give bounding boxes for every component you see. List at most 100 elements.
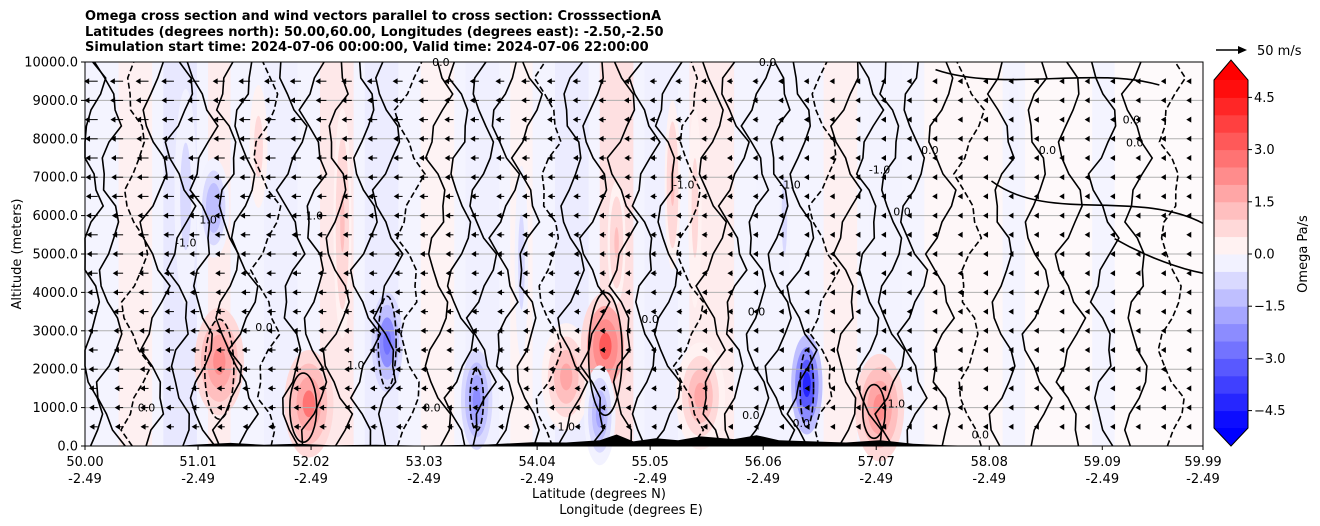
wind-vector (1160, 385, 1166, 392)
wind-vector (1186, 366, 1192, 373)
wind-vector (702, 366, 708, 373)
wind-vector (1186, 289, 1192, 296)
wind-vector (368, 251, 374, 257)
wind-vector (521, 78, 527, 85)
colorbar-segment (1214, 219, 1248, 238)
wind-vector (393, 212, 399, 219)
wind-vector (162, 193, 168, 200)
wind-vector (983, 289, 989, 296)
wind-vector (906, 212, 912, 219)
wind-vector (701, 135, 707, 142)
wind-vector (1084, 97, 1090, 104)
contour-line (322, 61, 354, 447)
wind-vector (624, 135, 630, 142)
wind-vector (1059, 155, 1065, 161)
wind-vector (343, 327, 349, 334)
wind-vector (932, 366, 938, 373)
wind-vector (393, 193, 399, 200)
wind-vector (1186, 116, 1192, 123)
wind-vector (701, 212, 707, 219)
colorbar-tick-label: 3.0 (1254, 143, 1275, 158)
wind-vector (191, 423, 197, 430)
wind-vector (471, 270, 477, 277)
wind-vector (676, 327, 682, 334)
colorbar-tick-label: 0.0 (1254, 248, 1275, 263)
wind-vector (804, 404, 810, 411)
wind-vector (115, 423, 121, 430)
wind-vector (319, 404, 325, 411)
wind-vector (213, 174, 219, 181)
wind-vector (1110, 155, 1116, 161)
wind-vector (190, 366, 196, 373)
wind-vector (394, 251, 400, 257)
colorbar-tick-label: 1.5 (1254, 195, 1275, 210)
wind-vector (216, 347, 222, 353)
wind-vector (906, 193, 912, 200)
wind-vector (778, 116, 784, 123)
wind-vector (573, 270, 579, 277)
wind-vector (983, 231, 989, 238)
wind-vector (727, 423, 733, 430)
wind-vector (906, 251, 912, 257)
wind-vector (445, 251, 451, 257)
contour-line (1054, 61, 1087, 447)
wind-vector (599, 327, 605, 334)
wind-vector (317, 270, 323, 277)
wind-vector (471, 289, 477, 296)
wind-vector (1135, 270, 1141, 277)
wind-vector (317, 251, 323, 257)
y-axis-label: Altitude (meters) (10, 199, 25, 310)
colorbar-segment (1214, 341, 1248, 359)
wind-vector (881, 385, 887, 392)
wind-vector (420, 347, 426, 353)
wind-vector (369, 289, 375, 296)
contour-line (628, 61, 661, 447)
wind-vector (266, 289, 272, 296)
wind-vector (138, 308, 144, 315)
wind-vector (829, 347, 835, 353)
wind-vector (395, 404, 401, 411)
wind-vector (215, 289, 221, 296)
wind-vector (804, 270, 810, 277)
wind-vector (1135, 212, 1141, 219)
wind-vector (676, 308, 682, 315)
wind-vector (574, 347, 580, 353)
wind-vector (163, 270, 169, 277)
wind-vector (293, 366, 299, 373)
wind-vector (1160, 135, 1166, 142)
wind-vector (1110, 347, 1116, 353)
wind-vector (1059, 78, 1065, 85)
wind-vector (1110, 135, 1116, 142)
wind-vector (855, 251, 861, 257)
wind-vector (445, 270, 451, 277)
colorbar-segment (1214, 132, 1248, 151)
wind-vector (983, 155, 989, 161)
x-tick-label-lat: 54.04 (519, 455, 556, 470)
wind-vector (316, 135, 322, 142)
wind-vector (625, 366, 631, 373)
wind-vector (778, 366, 784, 373)
wind-vector (676, 251, 682, 257)
wind-vector (496, 251, 502, 257)
wind-vector (187, 155, 193, 161)
contour-line (349, 61, 382, 447)
wind-vector (880, 97, 886, 104)
wind-vector (726, 135, 732, 142)
wind-vector (727, 347, 733, 353)
wind-vector (191, 404, 197, 411)
wind-vector (523, 423, 529, 430)
wind-vector (881, 251, 887, 257)
wind-vector (114, 366, 120, 373)
colorbar-segment (1214, 254, 1248, 272)
wind-vector (268, 423, 274, 430)
wind-vector (1033, 193, 1039, 200)
x-tick-label-lat: 56.06 (745, 455, 782, 470)
contour-label: 0.0 (423, 401, 441, 414)
wind-vector (342, 193, 348, 200)
wind-vector (495, 155, 501, 161)
wind-vector (1084, 423, 1090, 430)
contour-line (465, 61, 498, 447)
wind-vector (421, 404, 427, 411)
wind-vector (1186, 385, 1192, 392)
positive-omega-core (599, 332, 612, 360)
